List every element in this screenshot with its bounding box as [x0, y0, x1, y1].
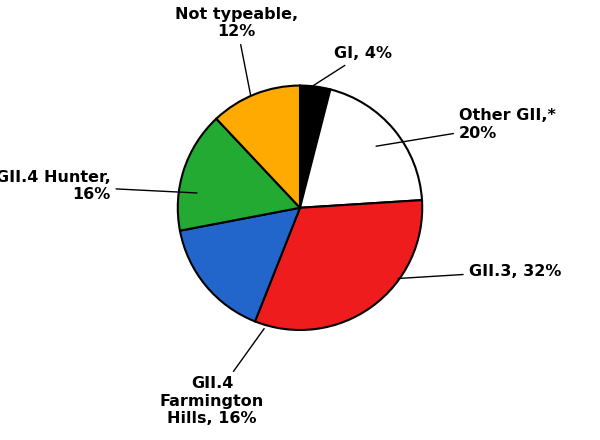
Wedge shape: [180, 208, 300, 321]
Text: GII.3, 32%: GII.3, 32%: [398, 264, 561, 279]
Text: Other GII,*
20%: Other GII,* 20%: [376, 109, 556, 146]
Text: Not typeable,
12%: Not typeable, 12%: [175, 7, 298, 95]
Wedge shape: [255, 200, 422, 330]
Text: GI, 4%: GI, 4%: [311, 46, 392, 87]
Wedge shape: [300, 89, 422, 208]
Wedge shape: [217, 85, 300, 208]
Wedge shape: [300, 85, 331, 208]
Wedge shape: [178, 119, 300, 231]
Text: GII.4
Farmington
Hills, 16%: GII.4 Farmington Hills, 16%: [160, 329, 264, 426]
Text: GII.4 Hunter,
16%: GII.4 Hunter, 16%: [0, 169, 197, 202]
